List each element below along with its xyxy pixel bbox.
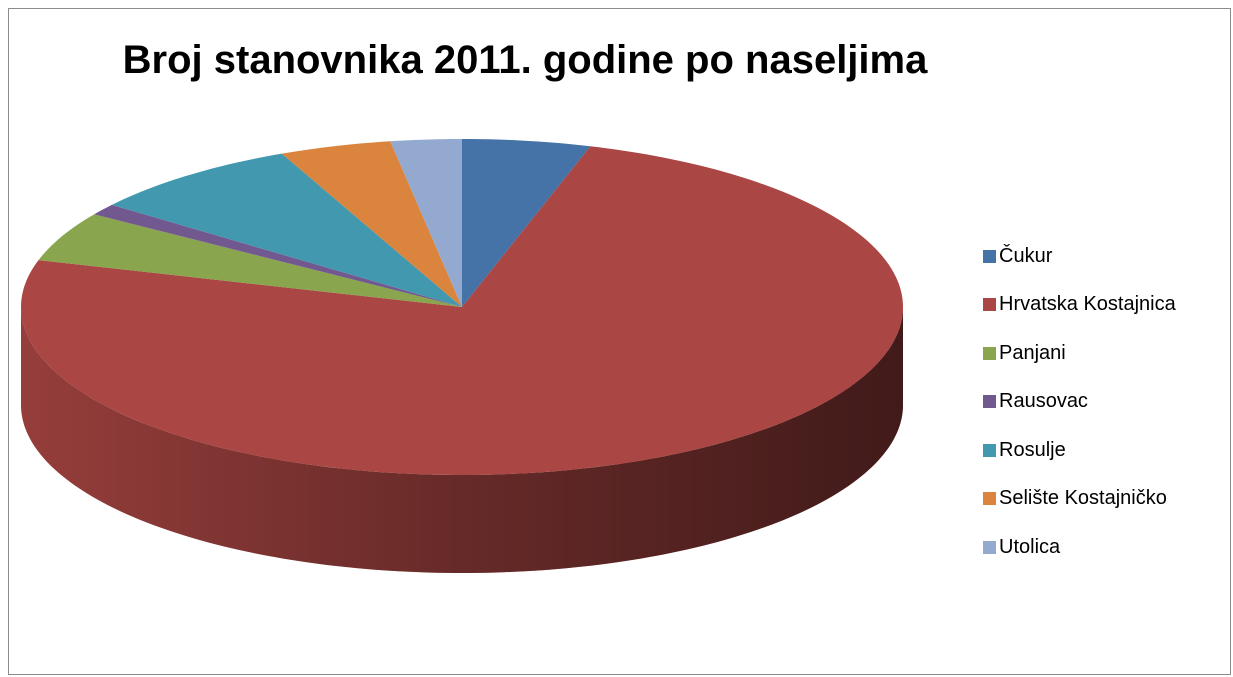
legend-item-rosulje: Rosulje <box>983 426 1223 475</box>
pie-slice-panjani <box>38 214 462 307</box>
legend-item-cukur: Čukur <box>983 232 1223 281</box>
legend-item-utolica: Utolica <box>983 523 1223 572</box>
pie-side-layer <box>21 307 903 573</box>
pie-slice-seliste-kostajnicko <box>281 141 462 307</box>
legend-label: Panjani <box>999 341 1066 364</box>
legend-swatch <box>983 492 996 506</box>
legend: Čukur Hrvatska Kostajnica Panjani Rausovac R… <box>983 232 1223 572</box>
pie-side-shade-hrvatska-kostajnica <box>21 307 903 573</box>
legend-item-panjani: Panjani <box>983 329 1223 378</box>
legend-item-seliste-kostajnicko: Selište Kostajničko <box>983 475 1223 524</box>
legend-swatch <box>983 346 996 360</box>
legend-swatch <box>983 443 996 457</box>
pie-slice-hrvatska-kostajnica <box>21 146 903 475</box>
legend-label: Rosulje <box>999 438 1066 461</box>
chart-title: Broj stanovnika 2011. godine po naseljim… <box>122 38 928 82</box>
legend-item-rausovac: Rausovac <box>983 378 1223 427</box>
legend-label: Rausovac <box>999 390 1088 413</box>
legend-label: Čukur <box>999 244 1053 267</box>
legend-swatch <box>983 540 996 554</box>
legend-swatch <box>983 395 996 409</box>
pie-slice-cukur <box>462 139 591 307</box>
legend-item-hrvatska-kostajnica: Hrvatska Kostajnica <box>983 281 1223 330</box>
legend-swatch <box>983 298 996 312</box>
legend-swatch <box>983 249 996 263</box>
pie-top-layer <box>21 139 903 475</box>
legend-label: Selište Kostajničko <box>999 487 1167 510</box>
legend-label: Utolica <box>999 535 1061 558</box>
pie-slice-utolica <box>390 139 462 307</box>
legend-label: Hrvatska Kostajnica <box>999 293 1176 316</box>
pie-slice-rausovac <box>94 204 463 307</box>
pie-slice-rosulje <box>111 153 462 307</box>
